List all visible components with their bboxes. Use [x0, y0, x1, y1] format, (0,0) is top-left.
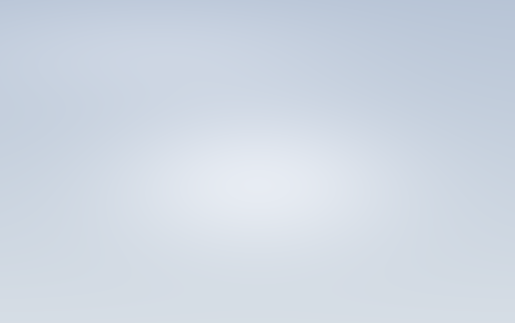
Bar — [365, 119, 391, 283]
Bar — [60, 137, 87, 283]
Bar — [391, 192, 418, 283]
Bar — [441, 155, 468, 283]
Bar — [315, 28, 342, 283]
Bar — [136, 137, 163, 283]
X-axis label: Year: Year — [260, 303, 295, 318]
Bar — [163, 155, 190, 283]
Legend: Predicted, Actual: Predicted, Actual — [391, 34, 503, 80]
Title: How Hurricane Predictions Measure Up: How Hurricane Predictions Measure Up — [79, 5, 475, 24]
Bar — [87, 210, 113, 283]
Y-axis label: Number of Hurricanes: Number of Hurricanes — [6, 69, 20, 242]
Bar — [468, 173, 494, 283]
Bar — [212, 155, 239, 283]
Bar — [288, 173, 315, 283]
Bar — [239, 119, 266, 283]
